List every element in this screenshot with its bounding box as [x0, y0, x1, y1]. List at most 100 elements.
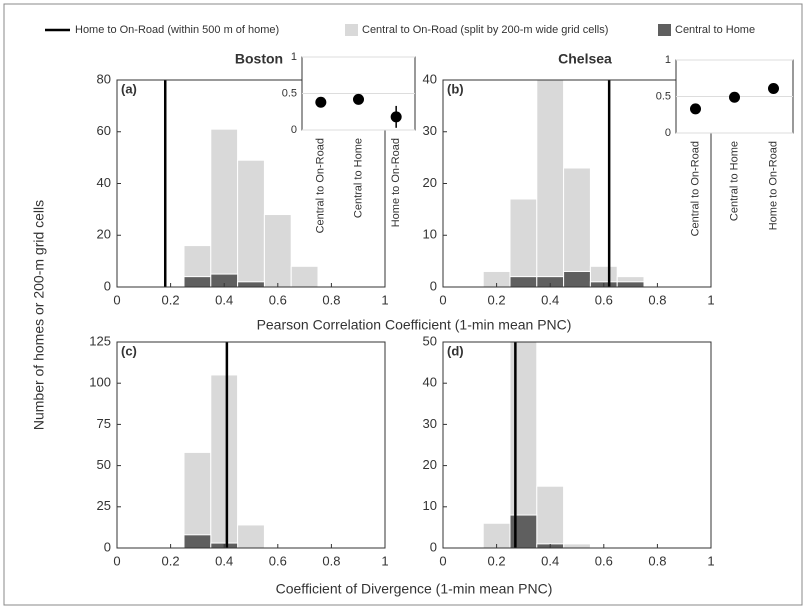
x-tick-label: 1 — [381, 292, 388, 307]
x-tick-label: 0.4 — [215, 553, 233, 568]
x-tick-label: 0 — [113, 292, 120, 307]
x-tick-label: 0.2 — [162, 292, 180, 307]
point — [729, 91, 740, 103]
y-tick-label: 50 — [97, 457, 111, 472]
y-tick-label: 40 — [423, 71, 437, 86]
x-tick-label: 1 — [707, 553, 714, 568]
histogram-bar — [509, 514, 538, 549]
histogram-bar — [183, 276, 212, 288]
y-tick-label: 0 — [430, 539, 437, 554]
histogram-bar — [290, 265, 319, 288]
x-tick-label: 0.8 — [648, 553, 666, 568]
x-tick-label: 0.4 — [215, 292, 233, 307]
histogram-bar — [237, 524, 265, 549]
legend-swatch — [345, 24, 358, 36]
x-tick-label: 0.2 — [488, 553, 506, 568]
category-label: Home to On-Road — [390, 138, 402, 227]
x-tick-label: 0 — [113, 553, 120, 568]
histogram-bar — [210, 374, 239, 549]
y-tick-label: 20 — [97, 227, 111, 242]
category-label: Central to Home — [352, 138, 364, 218]
category-label: Central to Home — [728, 141, 740, 221]
x-tick-label: 0.4 — [541, 292, 559, 307]
y-tick-label: 25 — [97, 498, 111, 513]
legend-swatch — [658, 24, 671, 36]
y-tick-label: 40 — [97, 175, 111, 190]
x-tick-label: 0 — [439, 292, 446, 307]
histogram-bar — [263, 214, 292, 288]
y-tick-label: 0 — [430, 278, 437, 293]
x-tick-label: 0 — [439, 553, 446, 568]
histogram-bar — [536, 485, 565, 549]
point — [390, 111, 402, 123]
y-tick-label: 40 — [423, 375, 437, 390]
panel-label: (a) — [121, 81, 137, 96]
histogram-bar — [237, 281, 265, 288]
axes-frame — [442, 341, 712, 549]
histogram-bar — [509, 276, 538, 288]
histogram-bar — [210, 128, 239, 288]
x-axis-label: Pearson Correlation Coefficient (1-min m… — [257, 317, 572, 333]
y-tick-label: 50 — [423, 333, 437, 348]
x-tick-label: 0.4 — [541, 553, 559, 568]
y-tick-label: 30 — [423, 123, 437, 138]
x-tick-label: 0.6 — [595, 292, 613, 307]
histogram-bar — [616, 281, 645, 288]
histogram-bar — [563, 543, 591, 549]
point — [353, 93, 364, 105]
axes-frame — [116, 341, 386, 549]
y-tick-label: 10 — [423, 498, 437, 513]
y-tick-label: 60 — [97, 123, 111, 138]
y-tick-label: 0.5 — [656, 90, 671, 102]
histogram-bar — [536, 79, 565, 288]
category-label: Home to On-Road — [767, 141, 779, 230]
y-tick-label: 20 — [423, 175, 437, 190]
category-label: Central to On-Road — [689, 141, 701, 236]
y-axis-label: Number of homes or 200-m grid cells — [31, 200, 47, 430]
x-tick-label: 0.2 — [162, 553, 180, 568]
y-tick-label: 30 — [423, 416, 437, 431]
histogram-bar — [509, 198, 538, 288]
y-tick-label: 0 — [104, 539, 111, 554]
x-tick-label: 0.8 — [322, 292, 340, 307]
panel-title: Chelsea — [558, 51, 612, 67]
x-tick-label: 0.8 — [322, 553, 340, 568]
y-tick-label: 1 — [291, 51, 297, 63]
y-tick-label: 0 — [665, 127, 671, 139]
y-tick-label: 0.5 — [282, 87, 297, 99]
y-tick-label: 100 — [89, 375, 111, 390]
point — [690, 103, 701, 115]
histogram-bar — [482, 522, 511, 549]
panel-title: Boston — [235, 51, 283, 67]
plot-area — [443, 342, 711, 548]
y-tick-label: 80 — [97, 71, 111, 86]
x-tick-label: 1 — [707, 292, 714, 307]
y-tick-label: 20 — [423, 457, 437, 472]
point — [768, 82, 779, 94]
x-tick-label: 0.6 — [269, 292, 287, 307]
x-axis-label: Coefficient of Divergence (1-min mean PN… — [276, 581, 553, 597]
legend-label: Central to Home — [675, 24, 755, 36]
x-tick-label: 1 — [381, 553, 388, 568]
point — [315, 96, 327, 108]
legend-label: Central to On-Road (split by 200-m wide … — [362, 24, 608, 36]
histogram-bar — [563, 167, 591, 288]
y-tick-label: 0 — [291, 124, 297, 136]
x-tick-label: 0.6 — [269, 553, 287, 568]
y-tick-label: 125 — [89, 333, 111, 348]
y-tick-label: 10 — [423, 227, 437, 242]
x-tick-label: 0.2 — [488, 292, 506, 307]
y-tick-label: 1 — [665, 54, 671, 66]
y-tick-label: 0 — [104, 278, 111, 293]
x-tick-label: 0.8 — [648, 292, 666, 307]
histogram-bar — [237, 159, 265, 288]
histogram-bar — [183, 451, 212, 549]
plot-area — [117, 342, 385, 548]
legend-label: Home to On-Road (within 500 m of home) — [75, 24, 279, 36]
histogram-bar — [563, 270, 591, 288]
histogram-bar — [183, 534, 212, 549]
x-tick-label: 0.6 — [595, 553, 613, 568]
panel-label: (c) — [121, 343, 137, 358]
panel-label: (d) — [447, 343, 464, 358]
